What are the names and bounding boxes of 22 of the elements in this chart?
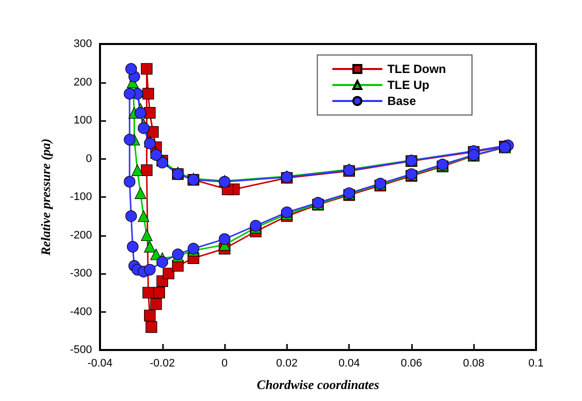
x-axis-title: Chordwise coordinates [256, 377, 380, 392]
y-tick-label: 100 [74, 114, 92, 126]
x-tick-label: 0 [222, 358, 228, 370]
x-tick-label: 0.08 [463, 358, 484, 370]
x-tick-label: -0.02 [150, 358, 175, 370]
legend-label: TLE Up [387, 78, 430, 92]
x-tick-label: 0.06 [400, 358, 422, 370]
y-tick-label: 0 [86, 152, 92, 165]
y-tick-label: -200 [70, 229, 92, 242]
y-tick-label: -100 [70, 191, 92, 203]
x-tick-label: 0.04 [338, 358, 360, 370]
legend-label: Base [387, 94, 416, 108]
x-tick-label: 0.02 [276, 358, 298, 370]
y-axis-title: Relative pressure (pa) [38, 138, 53, 256]
y-tick-label: -300 [70, 268, 92, 280]
legend-label: TLE Down [387, 62, 446, 76]
y-tick-label: -500 [70, 344, 92, 356]
y-tick-label: -400 [70, 306, 92, 318]
x-tick-label: -0.04 [87, 358, 113, 370]
y-tick-label: 200 [74, 76, 92, 88]
y-tick-label: 300 [74, 38, 92, 50]
x-tick-label: 0.1 [528, 358, 544, 370]
